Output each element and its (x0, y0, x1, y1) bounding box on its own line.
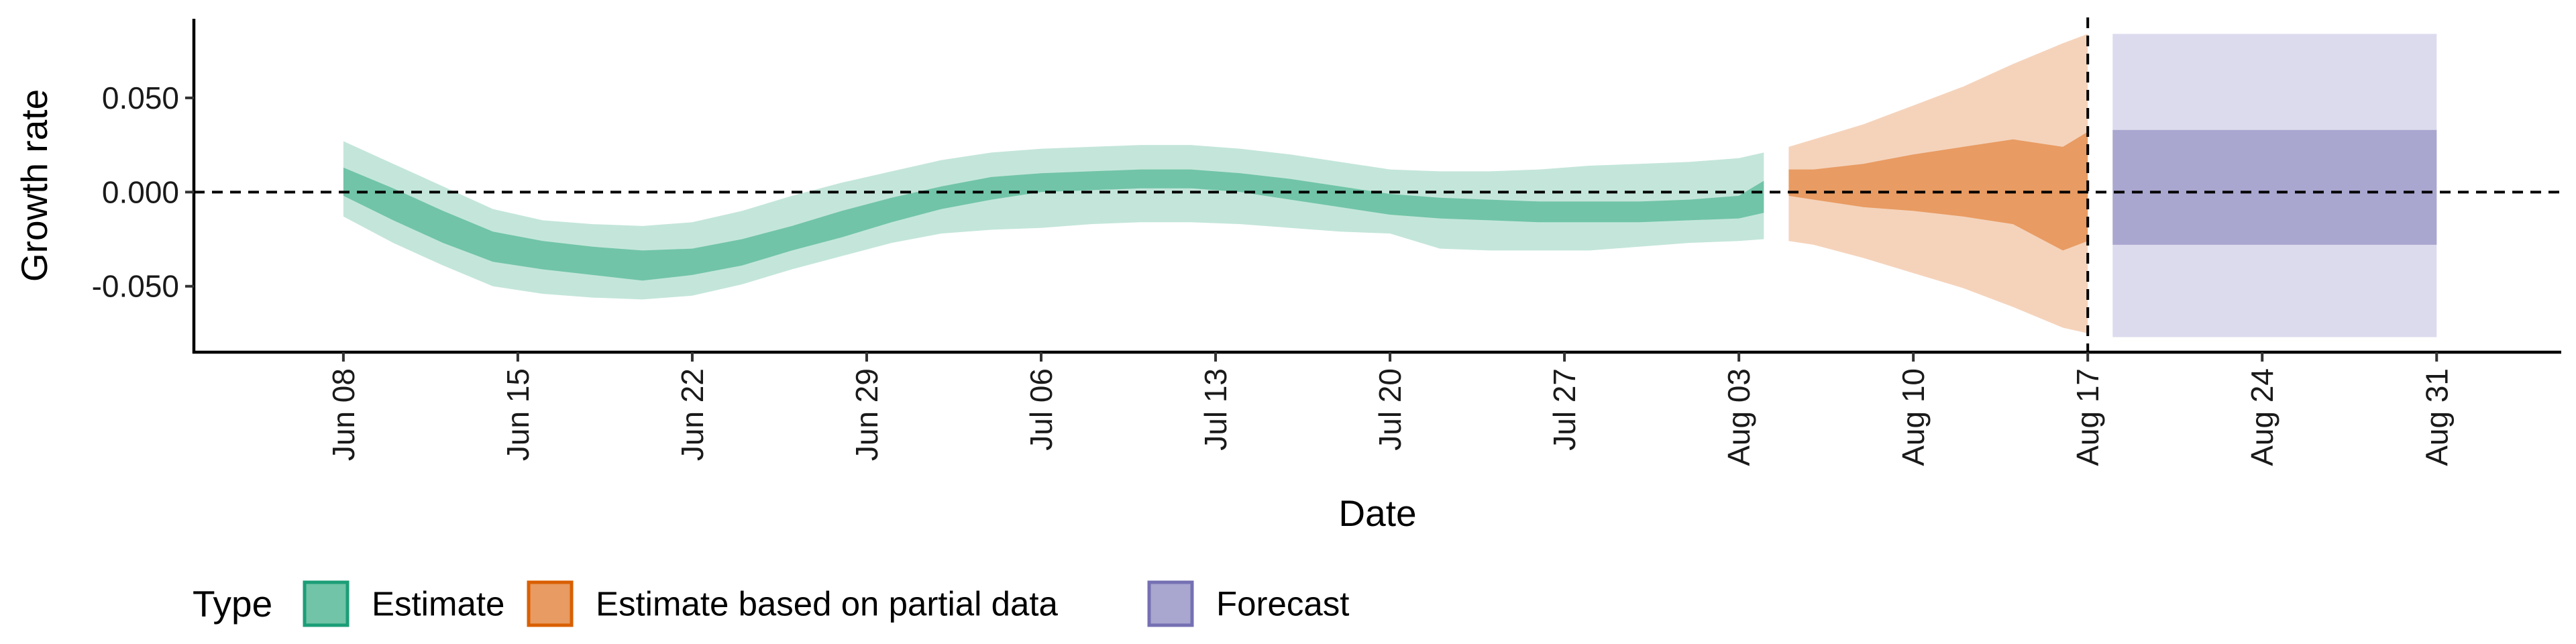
legend-title: Type (193, 583, 272, 625)
x-tick-label: Aug 10 (1896, 368, 1931, 466)
y-tick-label: 0.000 (102, 174, 179, 209)
y-tick-label: 0.050 (102, 80, 179, 115)
legend-label-estimate: Estimate (372, 585, 504, 623)
legend-key-estimate-based-on-partial-data (527, 580, 574, 627)
x-axis-ticks: Jun 08 Jun 15 Jun 22 Jun 29 Jul 06 Jul 13 Jul … (326, 352, 2454, 466)
legend-items: Estimate Estimate based on partial data Fo… (303, 580, 1349, 627)
y-tick-label: -0.050 (92, 269, 179, 304)
legend-label-forecast: Forecast (1216, 585, 1349, 623)
x-tick-label: Jun 15 (500, 368, 535, 461)
legend-key-estimate (303, 580, 350, 627)
x-tick-label: Jul 06 (1024, 368, 1059, 451)
x-tick-label: Jul 27 (1547, 368, 1582, 451)
x-tick-label: Aug 24 (2245, 368, 2279, 466)
estimate-inner-band (343, 167, 1764, 281)
legend-key-forecast (1147, 580, 1194, 627)
y-axis-ticks: -0.050 0.000 0.050 (92, 80, 194, 304)
x-tick-label: Jul 20 (1373, 368, 1407, 451)
x-tick-label: Jul 13 (1198, 368, 1233, 451)
x-tick-label: Jun 22 (675, 368, 710, 461)
x-tick-label: Jun 08 (326, 368, 361, 461)
x-tick-label: Aug 17 (2070, 368, 2105, 466)
x-tick-label: Aug 03 (1721, 368, 1756, 466)
legend-label-estimate-based-on-partial-data: Estimate based on partial data (596, 585, 1059, 623)
x-tick-label: Aug 31 (2419, 368, 2454, 466)
x-tick-label: Jun 29 (849, 368, 884, 461)
forecast-inner-band (2112, 129, 2437, 245)
y-axis-title: Growth rate (13, 89, 55, 282)
uncertainty-bands (343, 34, 2437, 337)
legend: Type Estimate Estimate based on partial d… (193, 580, 1349, 627)
x-axis-title: Date (1338, 492, 1416, 534)
